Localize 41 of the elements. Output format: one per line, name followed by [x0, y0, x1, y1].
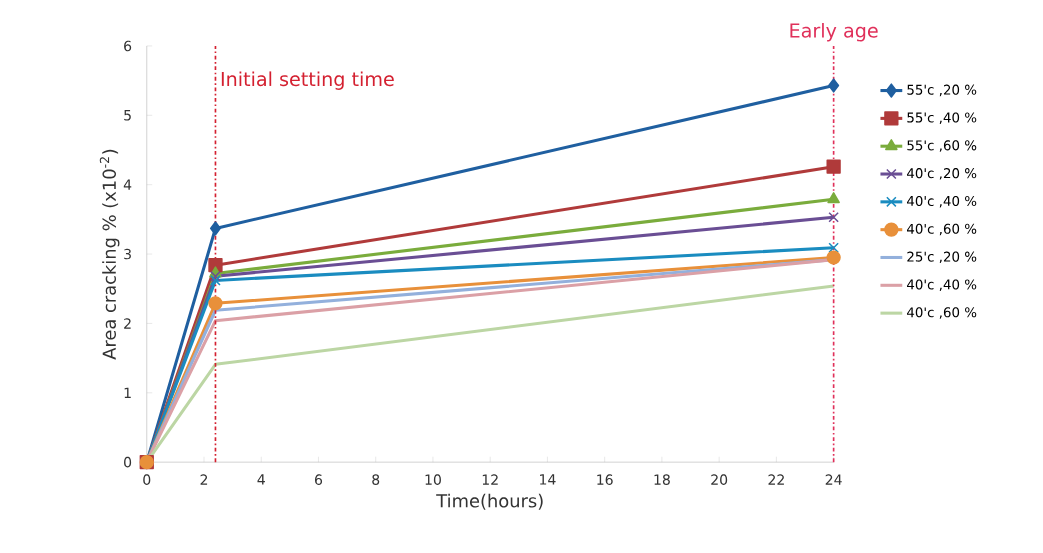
x-tick-label: 22: [768, 474, 784, 485]
y-tick-label: 2: [124, 318, 131, 329]
legend-label: 55'c ,60 %: [907, 140, 977, 152]
legend-label: 40'c ,60 %: [907, 223, 977, 236]
y-tick-label: 6: [124, 40, 132, 52]
y-axis-title: Area cracking % (x10$^{-2}$): [99, 149, 120, 360]
x-tick-label: 20: [711, 474, 728, 486]
point: [826, 250, 841, 265]
point: [208, 296, 223, 311]
legend-label: 40'c ,40 %: [907, 196, 977, 208]
y-tick-label: 1: [124, 387, 131, 398]
x-tick-label: 6: [315, 474, 323, 486]
x-tick-label: 8: [372, 474, 380, 486]
point: [828, 212, 839, 223]
y-tick-label: 4: [123, 179, 132, 190]
point: [828, 242, 839, 254]
legend-label: 25'c ,20 %: [907, 251, 977, 264]
point: [210, 275, 221, 286]
legend-label: 40'c ,60 %: [907, 307, 977, 319]
ref-line-label: Initial setting time: [221, 71, 394, 91]
legend-label: 40'c ,20 %: [907, 168, 977, 180]
y-tick-label: 3: [124, 248, 131, 260]
x-tick-label: 4: [257, 474, 265, 485]
point: [828, 78, 840, 93]
x-tick-label: 18: [654, 474, 670, 486]
legend-label: 40'c ,40 %: [907, 279, 977, 291]
x-tick-label: 16: [597, 474, 613, 486]
legend-label: 55'c ,20 %: [907, 84, 977, 97]
x-tick-label: 10: [425, 474, 441, 486]
ref-line-label: Early age: [790, 23, 878, 42]
point: [826, 159, 841, 174]
x-tick-label: 2: [200, 474, 208, 485]
legend-label: 55'c ,40 %: [907, 112, 977, 125]
x-axis-title: Time(hours): [436, 493, 543, 510]
y-tick-label: 5: [124, 110, 131, 121]
x-tick-label: 0: [143, 474, 151, 486]
x-tick-label: 24: [825, 474, 842, 485]
y-tick-label: 0: [124, 456, 132, 468]
x-tick-label: 14: [540, 474, 556, 485]
x-tick-label: 12: [482, 474, 498, 485]
point: [209, 221, 222, 236]
